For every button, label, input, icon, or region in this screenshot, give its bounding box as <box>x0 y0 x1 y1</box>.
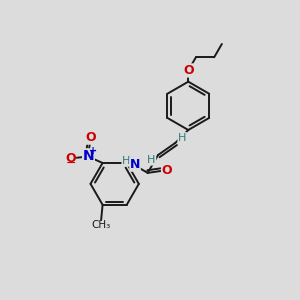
Text: H: H <box>178 133 186 142</box>
Text: H: H <box>122 156 130 166</box>
Text: −: − <box>66 157 76 170</box>
Text: N: N <box>130 158 140 171</box>
Text: CH₃: CH₃ <box>92 220 111 230</box>
Text: H: H <box>147 155 156 165</box>
Text: O: O <box>65 152 76 165</box>
Text: O: O <box>85 131 95 144</box>
Text: O: O <box>161 164 172 177</box>
Text: N: N <box>82 149 94 163</box>
Text: +: + <box>89 146 97 156</box>
Text: O: O <box>183 64 194 77</box>
